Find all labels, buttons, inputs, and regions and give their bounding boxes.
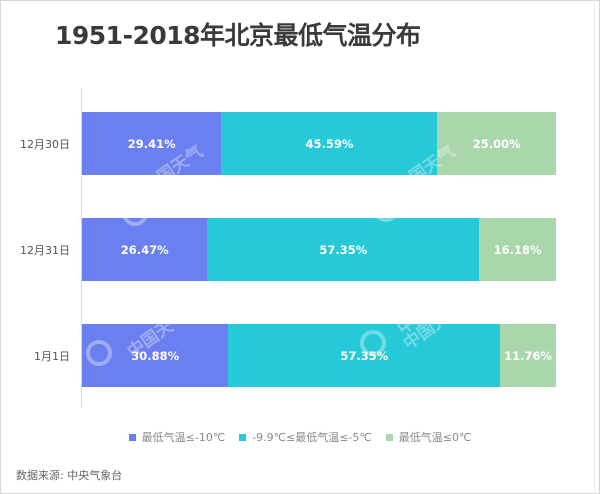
bar-segment-cold: 29.41% xyxy=(82,112,222,175)
data-label: 29.41% xyxy=(127,136,176,151)
y-axis-line xyxy=(81,88,82,408)
chart-legend: 最低气温≤-10℃ -9.9℃≤最低气温≤-5℃ 最低气温≤0℃ xyxy=(0,429,600,445)
legend-label: 最低气温≤-10℃ xyxy=(141,431,226,444)
legend-item[interactable]: -9.9℃≤最低气温≤-5℃ xyxy=(239,429,372,445)
category-label: 1月1日 xyxy=(34,350,70,363)
bar-segment-mid: 57.35% xyxy=(228,324,501,387)
data-source: 数据来源: 中央气象台 xyxy=(16,469,123,482)
bar-row: 30.88% 57.35% 11.76% xyxy=(82,324,556,387)
data-label: 16.18% xyxy=(493,242,542,257)
bar-row: 26.47% 57.35% 16.18% xyxy=(82,218,556,281)
chart-title: 1951-2018年北京最低气温分布 xyxy=(55,21,421,50)
bar-segment-mid: 57.35% xyxy=(207,218,480,281)
legend-item[interactable]: 最低气温≤0℃ xyxy=(385,429,472,445)
bar-row: 29.41% 45.59% 25.00% xyxy=(82,112,556,175)
right-edge-line xyxy=(594,0,595,494)
category-label: 12月30日 xyxy=(20,138,70,151)
legend-swatch-icon xyxy=(385,433,393,441)
legend-label: 最低气温≤0℃ xyxy=(398,431,472,444)
bar-segment-mild: 11.76% xyxy=(500,324,556,387)
bar-segment-cold: 30.88% xyxy=(82,324,229,387)
legend-swatch-icon xyxy=(239,433,247,441)
bar-segment-cold: 26.47% xyxy=(82,218,208,281)
bar-segment-mid: 45.59% xyxy=(221,112,438,175)
legend-item[interactable]: 最低气温≤-10℃ xyxy=(128,429,226,445)
data-label: 30.88% xyxy=(131,348,180,363)
data-label: 11.76% xyxy=(504,348,553,363)
bar-segment-mild: 16.18% xyxy=(479,218,556,281)
data-label: 26.47% xyxy=(120,242,169,257)
category-label: 12月31日 xyxy=(20,244,70,257)
data-label: 57.35% xyxy=(340,348,389,363)
data-label: 25.00% xyxy=(472,136,521,151)
legend-label: -9.9℃≤最低气温≤-5℃ xyxy=(252,431,372,444)
legend-swatch-icon xyxy=(128,433,136,441)
data-label: 57.35% xyxy=(319,242,368,257)
bar-segment-mild: 25.00% xyxy=(437,112,556,175)
data-label: 45.59% xyxy=(305,136,354,151)
